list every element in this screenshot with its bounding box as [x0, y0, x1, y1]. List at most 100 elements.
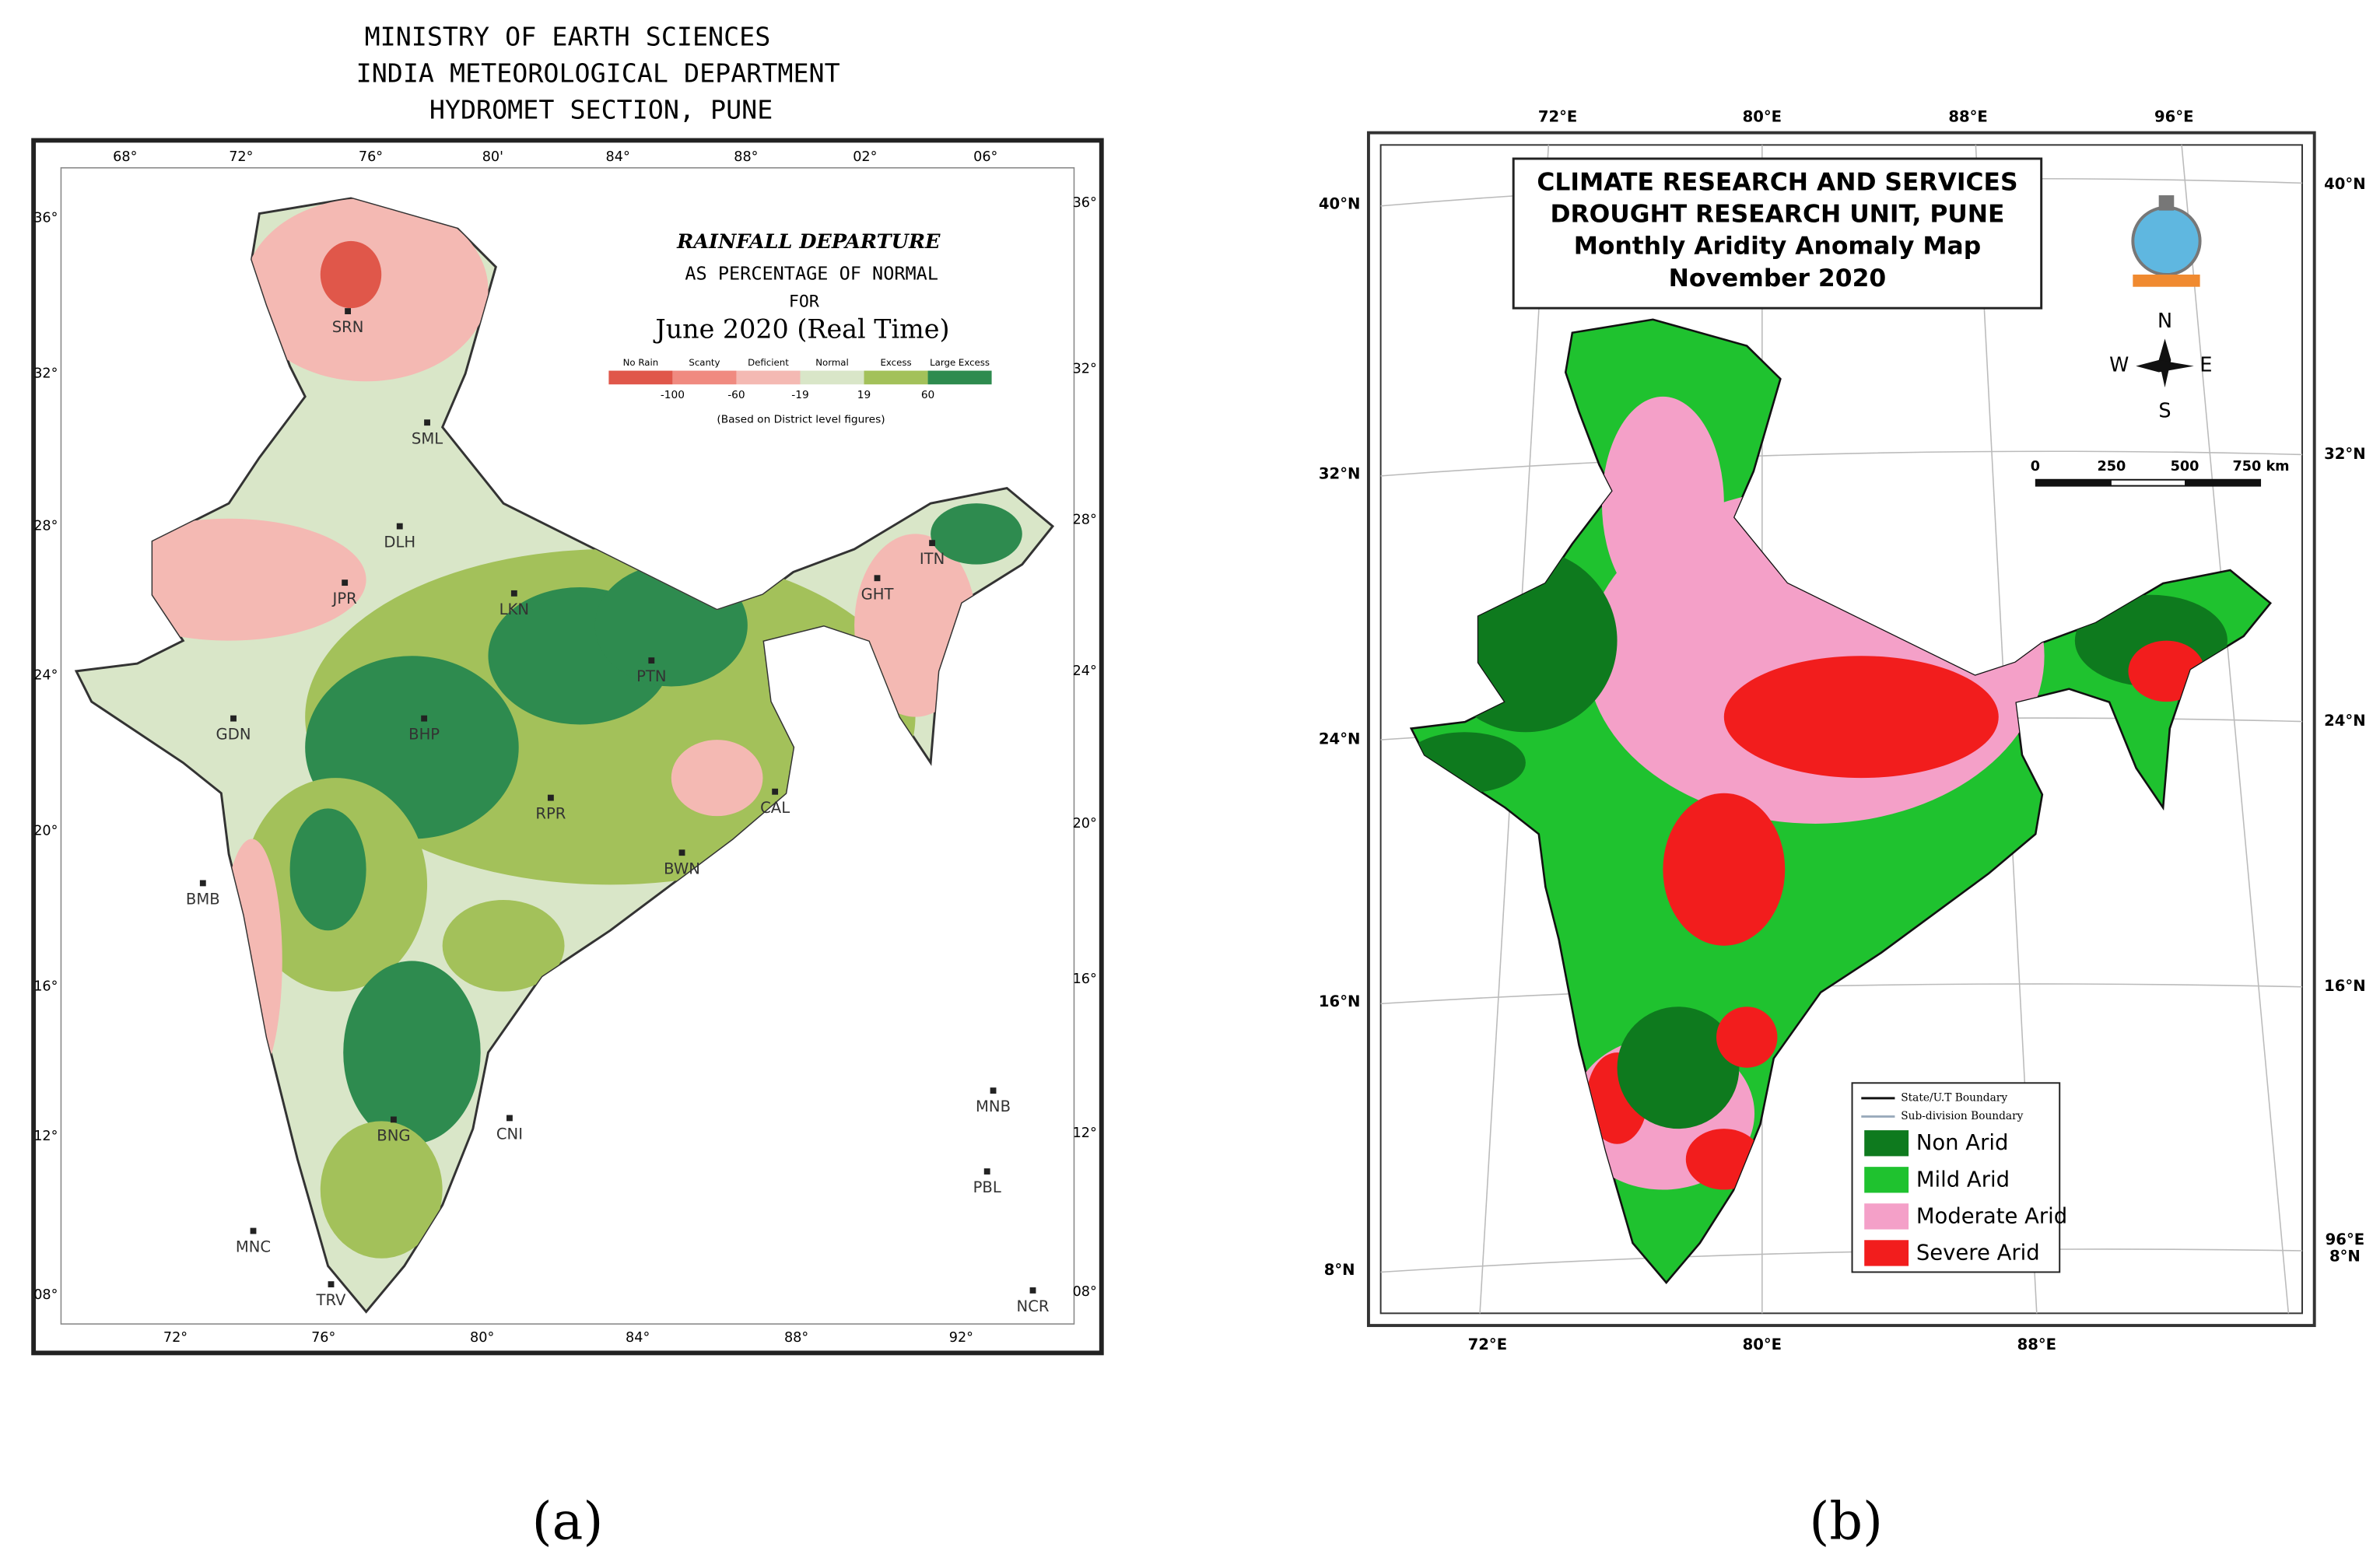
tick-label: 76° [359, 149, 383, 165]
station-marker [648, 657, 655, 664]
tick-label: 32° [1073, 362, 1097, 377]
tick-label: 68° [113, 149, 137, 165]
title-box [1512, 157, 2043, 310]
tick-label: 02° [853, 149, 877, 165]
legend-label: Severe Arid [1916, 1241, 2040, 1265]
legend-bound: -100 [661, 389, 685, 401]
station-label: SML [412, 429, 443, 447]
station-label: RPR [535, 805, 566, 823]
station-label: ITN [920, 550, 945, 568]
tick-label: 16°N [1319, 993, 1360, 1010]
tick-label: 8°N [1324, 1261, 1355, 1279]
station-marker [250, 1227, 257, 1234]
legend-label: Scanty [689, 357, 720, 368]
tick-label: 28° [33, 519, 58, 534]
station-marker [547, 794, 554, 801]
caption: (b) [1809, 1490, 1883, 1551]
tick-label: 32°N [2324, 445, 2365, 463]
compass [2136, 338, 2194, 388]
tick-label: 20° [33, 824, 58, 839]
station-label: BWN [664, 860, 700, 877]
tick-label: 84° [606, 149, 630, 165]
tick-label: 8°N [2329, 1247, 2361, 1265]
station-marker [874, 575, 881, 582]
station-marker [772, 788, 779, 795]
tick-label: 08° [1073, 1284, 1097, 1300]
station-label: CNI [496, 1125, 523, 1143]
legend-swatch [1864, 1203, 1909, 1230]
station-label: DLH [384, 534, 415, 551]
tick-label: 24°N [1319, 730, 1360, 748]
legend-label: Large Excess [930, 357, 990, 368]
tick-label: 88° [784, 1330, 808, 1346]
station-marker [342, 579, 349, 586]
station-label: PTN [636, 667, 666, 685]
station-label: GDN [216, 726, 251, 744]
tick-label: 24° [33, 668, 58, 684]
legend-label: Mild Arid [1916, 1168, 2010, 1192]
legend-label: Deficient [748, 357, 789, 368]
tick-label: 72°E [1538, 108, 1577, 126]
tick-label: 24°N [2324, 712, 2365, 730]
station-label: BHP [408, 726, 440, 744]
title-line: Monthly Aridity Anomaly Map [1574, 233, 1981, 261]
tick-label: 92° [949, 1330, 973, 1346]
inner-frame [60, 166, 1075, 1325]
station-label: MNB [976, 1098, 1011, 1115]
station-label: MNC [236, 1238, 271, 1256]
tick-label: 06° [973, 149, 997, 165]
station-marker [983, 1168, 990, 1175]
tick-label: 32°N [1319, 464, 1360, 482]
station-marker [396, 523, 403, 530]
inner-frame [1379, 144, 2303, 1315]
station-marker [424, 419, 430, 426]
tick-label: 24° [1073, 663, 1097, 679]
legend-swatch [672, 370, 737, 385]
map-title: FOR [789, 292, 819, 311]
station-marker [328, 1281, 335, 1288]
tick-label: 88° [734, 149, 758, 165]
header-line: MINISTRY OF EARTH SCIENCES [365, 22, 771, 52]
tick-label: 72°E [1468, 1336, 1507, 1353]
tick-label: 28° [1073, 513, 1097, 528]
station-marker [345, 308, 352, 315]
tick-label: 96°E [2326, 1231, 2364, 1248]
emblem [2131, 195, 2202, 287]
tick-label: 16° [1073, 972, 1097, 987]
legend-swatch [608, 370, 673, 385]
map-title: June 2020 (Real Time) [653, 314, 949, 345]
scale-label: 500 [2171, 459, 2199, 474]
legend-swatch [864, 370, 928, 385]
station-marker [678, 849, 685, 856]
station-label: JPR [331, 590, 358, 607]
legend-bound: -19 [791, 389, 808, 401]
map-title: AS PERCENTAGE OF NORMAL [685, 263, 938, 285]
station-marker [506, 1115, 513, 1122]
legend-swatch [1864, 1167, 1909, 1193]
station-marker [1029, 1287, 1036, 1294]
legend-label: Sub-division Boundary [1901, 1110, 2023, 1122]
station-marker [510, 590, 517, 597]
tick-label: 12° [1073, 1126, 1097, 1141]
station-label: SRN [332, 318, 364, 336]
tick-label: 12° [33, 1129, 58, 1144]
compass-label: S [2158, 400, 2171, 423]
tick-label: 16° [33, 979, 58, 995]
station-label: BNG [377, 1126, 410, 1144]
header-line: INDIA METEOROLOGICAL DEPARTMENT [356, 58, 840, 89]
legend-bound: 60 [921, 389, 934, 401]
map-title: RAINFALL DEPARTURE [676, 230, 941, 254]
scale-label: 0 [2031, 459, 2040, 474]
tick-label: 40°N [1319, 194, 1360, 212]
tick-label: 36° [33, 210, 58, 226]
title-line: DROUGHT RESEARCH UNIT, PUNE [1550, 201, 2004, 229]
tick-label: 84° [626, 1330, 650, 1346]
caption: (a) [532, 1490, 604, 1551]
tick-label: 88°E [1948, 108, 1987, 126]
legend-label: Normal [815, 357, 849, 368]
header-line: HYDROMET SECTION, PUNE [429, 95, 773, 125]
station-label: LKN [499, 600, 529, 618]
legend-label: State/U.T Boundary [1901, 1091, 2007, 1104]
